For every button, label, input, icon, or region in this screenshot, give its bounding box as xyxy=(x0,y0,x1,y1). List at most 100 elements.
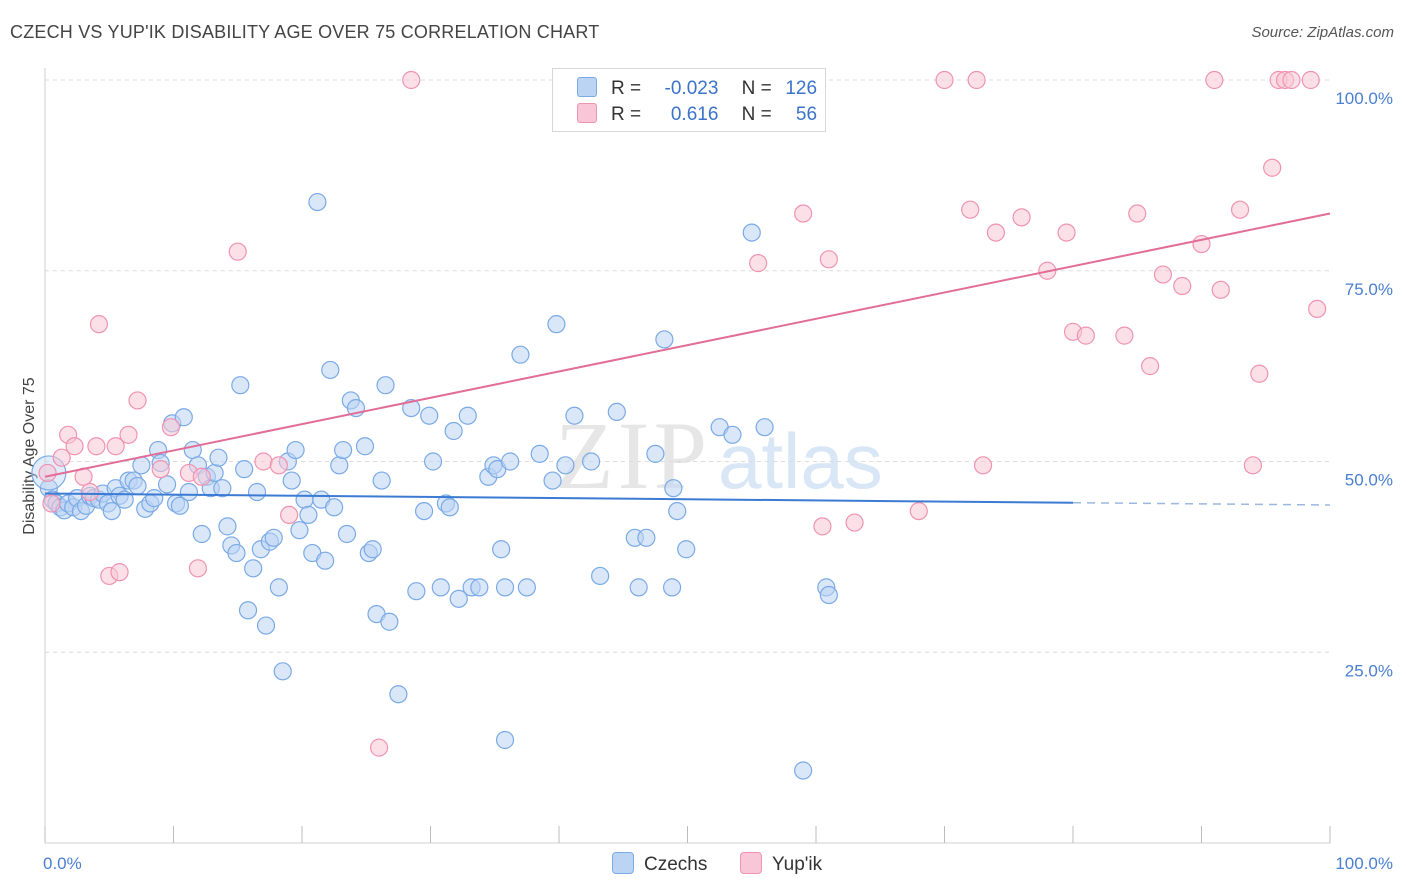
yupik-point xyxy=(87,437,106,456)
czech-point xyxy=(591,566,610,586)
czech-point xyxy=(517,578,536,597)
yupik-point xyxy=(1012,208,1031,227)
czech-point xyxy=(213,479,232,498)
yupik-point xyxy=(1173,276,1192,296)
czech-point xyxy=(372,471,391,490)
y-tick-label: 50.0% xyxy=(1345,471,1393,490)
czech-point xyxy=(440,498,459,517)
yupik-point xyxy=(402,70,421,90)
x-tick-labels: 0.0% 100.0% xyxy=(43,854,1393,873)
czech-point xyxy=(668,501,687,521)
legend-row-czechs: R = -0.023 N = 126 xyxy=(577,77,817,101)
czech-point xyxy=(407,582,426,601)
yupik-swatch xyxy=(577,103,597,123)
czech-point xyxy=(286,440,305,460)
yupik-point xyxy=(909,501,928,521)
yupik-point xyxy=(161,418,181,437)
czech-point xyxy=(273,662,292,681)
yupik-point xyxy=(1205,70,1224,90)
czech-point xyxy=(819,585,838,605)
czech-point xyxy=(363,540,382,559)
czech-point xyxy=(269,578,288,597)
czech-point xyxy=(282,471,301,490)
czech-point xyxy=(742,223,761,242)
czech-point xyxy=(355,437,375,456)
czech-point xyxy=(423,452,443,471)
yupik-trend-line xyxy=(44,212,1331,478)
czech-point xyxy=(444,421,463,441)
czech-point xyxy=(380,612,399,631)
czech-point xyxy=(556,456,575,475)
czech-point xyxy=(244,559,263,578)
yupik-point xyxy=(1140,357,1160,376)
czech-point xyxy=(192,524,211,544)
legend-r-label: R = xyxy=(611,78,642,99)
czech-point xyxy=(655,330,674,349)
yupik-point xyxy=(749,254,768,273)
czech-point xyxy=(677,540,696,559)
yupik-n-value: 56 xyxy=(795,104,818,125)
yupik-point xyxy=(188,559,208,578)
yupik-point xyxy=(80,482,100,502)
yupik-point xyxy=(1153,265,1173,284)
czech-point xyxy=(299,505,318,525)
yupik-point xyxy=(269,456,288,475)
czech-point xyxy=(316,551,335,570)
czech-point xyxy=(511,345,530,364)
czech-point xyxy=(492,540,511,559)
czech-point xyxy=(723,425,742,444)
czech-point xyxy=(664,479,683,498)
legend-n-label: N = xyxy=(741,104,772,125)
yupik-point xyxy=(961,200,980,219)
yupik-point xyxy=(813,517,832,536)
yupik-point xyxy=(819,250,838,269)
czech-point xyxy=(308,192,327,212)
yupik-point xyxy=(42,494,61,513)
axes xyxy=(44,68,1331,844)
czech-point xyxy=(582,452,601,471)
czech-point xyxy=(414,501,434,521)
czech-point xyxy=(231,376,250,395)
czech-point xyxy=(755,418,774,437)
yupik-point xyxy=(65,437,84,456)
bottom-legend-yupik: Yup'ik xyxy=(740,852,822,876)
czech-point xyxy=(183,440,202,460)
czech-point xyxy=(132,456,151,475)
czech-point xyxy=(543,471,562,490)
czech-point xyxy=(330,456,349,475)
czech-point xyxy=(102,501,121,521)
czech-point xyxy=(629,578,648,597)
czechs-trend-extension xyxy=(1072,501,1331,506)
yupik-point xyxy=(1230,200,1250,219)
czech-point xyxy=(420,406,439,425)
yupik-point xyxy=(1211,280,1230,299)
czech-point xyxy=(547,315,566,334)
czech-point xyxy=(256,616,276,635)
czech-point xyxy=(290,521,309,540)
czech-point xyxy=(128,476,147,496)
czech-point xyxy=(794,761,813,780)
czech-point xyxy=(218,517,237,536)
source-label: Source: ZipAtlas.com xyxy=(1251,24,1394,41)
yupik-point xyxy=(280,505,299,525)
correlation-legend: R = -0.023 N = 126 R = 0.616 N = 56 xyxy=(552,68,826,132)
czech-point xyxy=(470,578,489,597)
czechs-n-value: 126 xyxy=(785,78,818,99)
yupik-point xyxy=(935,70,954,90)
czech-point xyxy=(170,496,190,515)
y-axis-label: Disability Age Over 75 xyxy=(21,377,38,535)
czech-point xyxy=(157,475,177,494)
yupik-point xyxy=(228,242,247,261)
yupik-points xyxy=(38,70,1327,757)
legend-row-yupik: R = 0.616 N = 56 xyxy=(577,103,817,127)
czech-point xyxy=(449,589,468,608)
czech-point xyxy=(247,482,267,502)
chart-title: CZECH VS YUP'IK DISABILITY AGE OVER 75 C… xyxy=(10,22,600,42)
czechs-trend-line xyxy=(44,492,1074,504)
czech-point xyxy=(530,444,549,463)
yupik-point xyxy=(1282,70,1301,90)
bottom-legend-czechs: Czechs xyxy=(612,852,707,876)
yupik-point xyxy=(1076,326,1095,345)
yupik-point xyxy=(973,456,993,475)
czechs-points xyxy=(31,192,838,780)
